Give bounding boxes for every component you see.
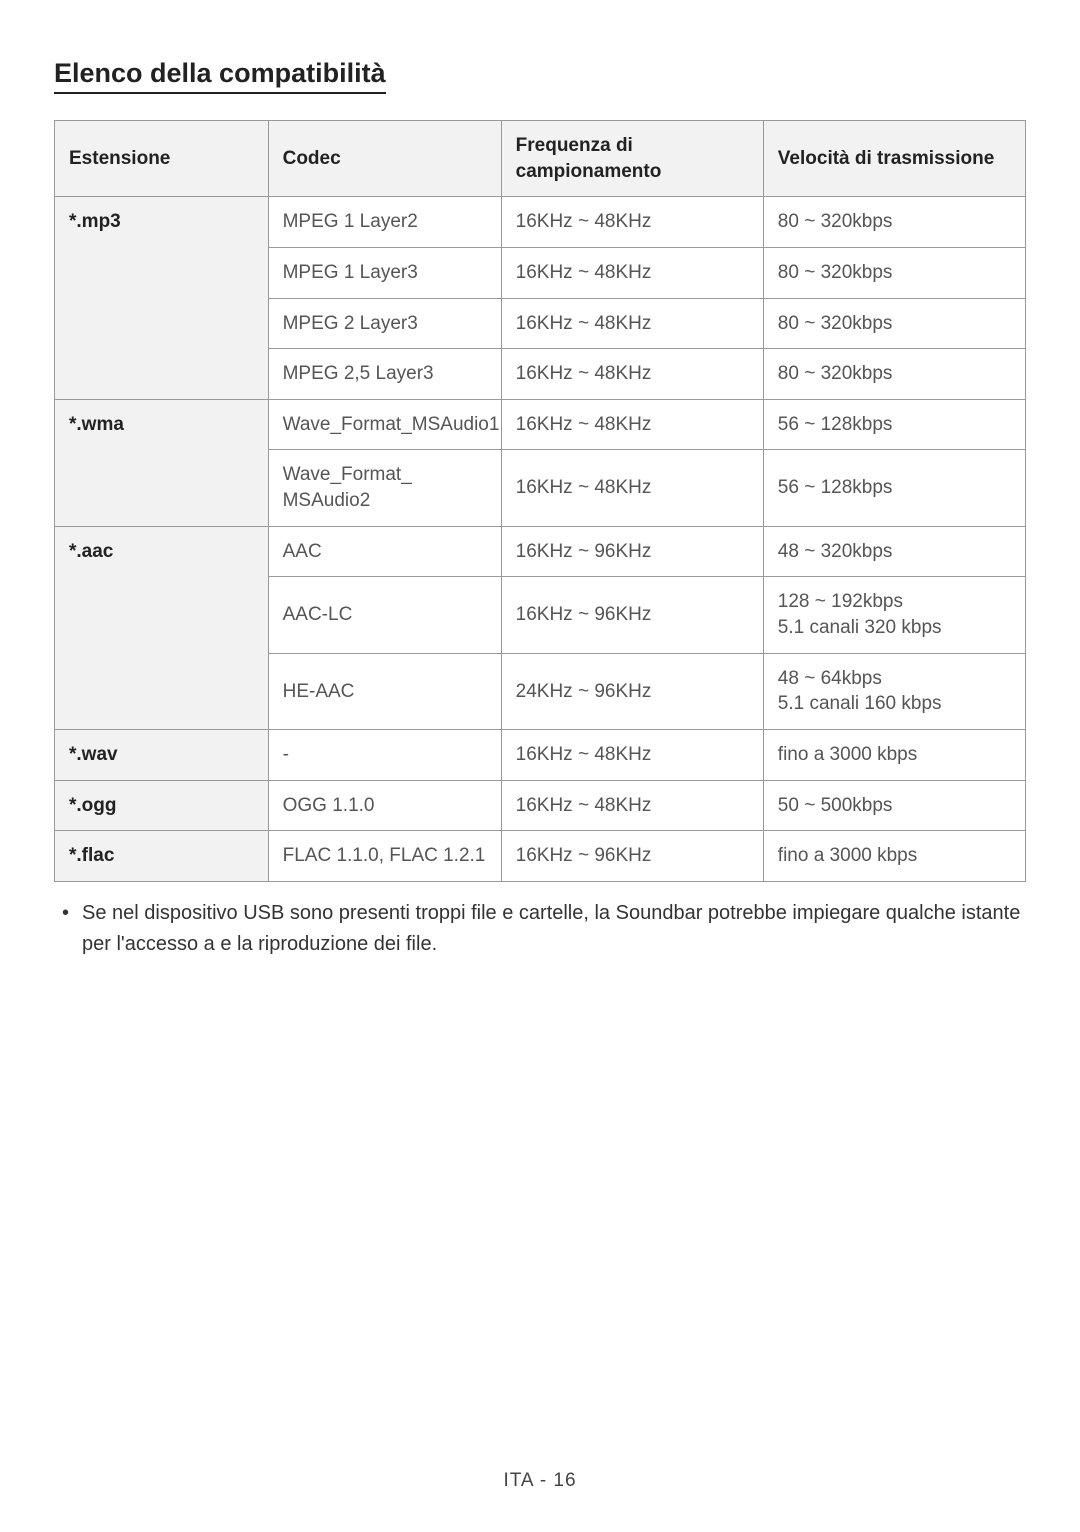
table-row: *.flacFLAC 1.1.0, FLAC 1.2.116KHz ~ 96KH… <box>55 831 1026 882</box>
cell-bitrate: 80 ~ 320kbps <box>763 247 1025 298</box>
cell-frequency: 16KHz ~ 96KHz <box>501 831 763 882</box>
section-title: Elenco della compatibilità <box>54 58 386 94</box>
note-text: Se nel dispositivo USB sono presenti tro… <box>54 898 1026 960</box>
header-bitrate: Velocità di trasmissione <box>763 121 1025 197</box>
cell-codec: MPEG 1 Layer3 <box>268 247 501 298</box>
cell-bitrate: 48 ~ 320kbps <box>763 526 1025 577</box>
cell-frequency: 16KHz ~ 48KHz <box>501 298 763 349</box>
cell-bitrate: 80 ~ 320kbps <box>763 349 1025 400</box>
header-frequency: Frequenza di campionamento <box>501 121 763 197</box>
cell-bitrate: 80 ~ 320kbps <box>763 298 1025 349</box>
table-row: *.wmaWave_Format_MSAudio116KHz ~ 48KHz56… <box>55 399 1026 450</box>
cell-bitrate: fino a 3000 kbps <box>763 831 1025 882</box>
cell-bitrate: 80 ~ 320kbps <box>763 197 1025 248</box>
header-codec: Codec <box>268 121 501 197</box>
cell-bitrate: 56 ~ 128kbps <box>763 399 1025 450</box>
table-header-row: Estensione Codec Frequenza di campioname… <box>55 121 1026 197</box>
cell-frequency: 16KHz ~ 48KHz <box>501 780 763 831</box>
cell-codec: Wave_Format_ MSAudio2 <box>268 450 501 526</box>
cell-codec: AAC-LC <box>268 577 501 653</box>
cell-codec: AAC <box>268 526 501 577</box>
cell-frequency: 16KHz ~ 48KHz <box>501 729 763 780</box>
cell-codec: HE-AAC <box>268 653 501 729</box>
compatibility-table: Estensione Codec Frequenza di campioname… <box>54 120 1026 882</box>
cell-bitrate: fino a 3000 kbps <box>763 729 1025 780</box>
cell-frequency: 16KHz ~ 48KHz <box>501 450 763 526</box>
cell-bitrate: 128 ~ 192kbps 5.1 canali 320 kbps <box>763 577 1025 653</box>
cell-frequency: 16KHz ~ 96KHz <box>501 526 763 577</box>
header-extension: Estensione <box>55 121 269 197</box>
cell-extension: *.mp3 <box>55 197 269 400</box>
table-row: *.aacAAC16KHz ~ 96KHz48 ~ 320kbps <box>55 526 1026 577</box>
cell-codec: FLAC 1.1.0, FLAC 1.2.1 <box>268 831 501 882</box>
cell-codec: - <box>268 729 501 780</box>
cell-extension: *.wav <box>55 729 269 780</box>
cell-bitrate: 48 ~ 64kbps 5.1 canali 160 kbps <box>763 653 1025 729</box>
cell-extension: *.flac <box>55 831 269 882</box>
table-row: *.wav-16KHz ~ 48KHzfino a 3000 kbps <box>55 729 1026 780</box>
cell-codec: Wave_Format_MSAudio1 <box>268 399 501 450</box>
cell-frequency: 16KHz ~ 48KHz <box>501 247 763 298</box>
table-row: *.oggOGG 1.1.016KHz ~ 48KHz50 ~ 500kbps <box>55 780 1026 831</box>
cell-extension: *.ogg <box>55 780 269 831</box>
cell-bitrate: 56 ~ 128kbps <box>763 450 1025 526</box>
cell-codec: MPEG 2 Layer3 <box>268 298 501 349</box>
cell-bitrate: 50 ~ 500kbps <box>763 780 1025 831</box>
cell-frequency: 16KHz ~ 48KHz <box>501 197 763 248</box>
cell-codec: MPEG 1 Layer2 <box>268 197 501 248</box>
page-footer: ITA - 16 <box>0 1470 1080 1492</box>
cell-extension: *.wma <box>55 399 269 526</box>
cell-extension: *.aac <box>55 526 269 729</box>
cell-frequency: 24KHz ~ 96KHz <box>501 653 763 729</box>
table-row: *.mp3MPEG 1 Layer216KHz ~ 48KHz80 ~ 320k… <box>55 197 1026 248</box>
cell-codec: MPEG 2,5 Layer3 <box>268 349 501 400</box>
cell-frequency: 16KHz ~ 48KHz <box>501 349 763 400</box>
cell-codec: OGG 1.1.0 <box>268 780 501 831</box>
cell-frequency: 16KHz ~ 96KHz <box>501 577 763 653</box>
cell-frequency: 16KHz ~ 48KHz <box>501 399 763 450</box>
